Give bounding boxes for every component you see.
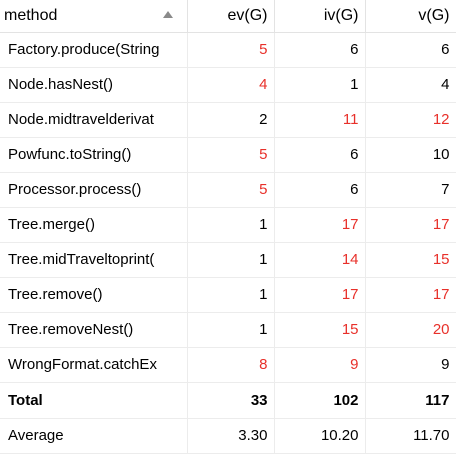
v-cell: 20 <box>365 312 456 348</box>
iv-cell: 6 <box>274 32 366 68</box>
method-cell: Node.midtravelderivat <box>0 102 188 138</box>
method-cell: Factory.produce(String <box>0 32 188 68</box>
ev-cell: 8 <box>187 347 275 383</box>
table-row[interactable]: Node.midtravelderivat 2 11 12 <box>0 102 456 138</box>
header-row: method ev(G) iv(G) v(G) <box>0 0 456 33</box>
ev-cell: 1 <box>187 207 275 243</box>
column-header-iv[interactable]: iv(G) <box>274 0 366 33</box>
iv-cell: 1 <box>274 67 366 103</box>
column-header-label: method <box>4 6 58 24</box>
column-header-label: ev(G) <box>227 6 268 24</box>
average-iv-cell: 10.20 <box>274 418 366 454</box>
ev-cell: 5 <box>187 172 275 208</box>
column-header-v[interactable]: v(G) <box>365 0 456 33</box>
total-v-cell: 117 <box>365 382 456 419</box>
iv-cell: 17 <box>274 207 366 243</box>
iv-cell: 9 <box>274 347 366 383</box>
v-cell: 6 <box>365 32 456 68</box>
table-row[interactable]: Tree.remove() 1 17 17 <box>0 277 456 313</box>
v-cell: 9 <box>365 347 456 383</box>
method-cell: Processor.process() <box>0 172 188 208</box>
method-cell: Tree.midTraveltoprint( <box>0 242 188 278</box>
sort-ascending-icon <box>162 11 173 18</box>
v-cell: 17 <box>365 277 456 313</box>
ev-cell: 2 <box>187 102 275 138</box>
ev-cell: 5 <box>187 137 275 173</box>
column-header-label: iv(G) <box>323 6 359 24</box>
table-row[interactable]: Tree.midTraveltoprint(1 14 15 <box>0 242 456 278</box>
average-ev-cell: 3.30 <box>187 418 275 454</box>
v-cell: 17 <box>365 207 456 243</box>
table-row[interactable]: Tree.merge() 1 17 17 <box>0 207 456 243</box>
average-label: Average <box>0 418 188 454</box>
v-cell: 12 <box>365 102 456 138</box>
iv-cell: 6 <box>274 137 366 173</box>
method-cell: Powfunc.toString() <box>0 137 188 173</box>
table-header: method ev(G) iv(G) v(G) <box>0 0 456 33</box>
iv-cell: 17 <box>274 277 366 313</box>
v-cell: 4 <box>365 67 456 103</box>
method-cell: WrongFormat.catchEx <box>0 347 188 383</box>
table-row[interactable]: Node.hasNest() 4 1 4 <box>0 67 456 103</box>
v-cell: 7 <box>365 172 456 208</box>
iv-cell: 11 <box>274 102 366 138</box>
average-v-cell: 11.70 <box>365 418 456 454</box>
iv-cell: 15 <box>274 312 366 348</box>
ev-cell: 1 <box>187 242 275 278</box>
method-cell: Tree.remove() <box>0 277 188 313</box>
method-cell: Tree.merge() <box>0 207 188 243</box>
ev-cell: 4 <box>187 67 275 103</box>
table-row[interactable]: Factory.produce(String 5 6 6 <box>0 32 456 68</box>
table-row[interactable]: Tree.removeNest() 1 15 20 <box>0 312 456 348</box>
iv-cell: 14 <box>274 242 366 278</box>
v-cell: 10 <box>365 137 456 173</box>
column-header-label: v(G) <box>418 6 450 24</box>
ev-cell: 5 <box>187 32 275 68</box>
table-row[interactable]: Processor.process() 5 6 7 <box>0 172 456 208</box>
column-header-method[interactable]: method <box>0 0 188 33</box>
table-row[interactable]: Powfunc.toString() 5 6 10 <box>0 137 456 173</box>
total-label: Total <box>0 382 188 419</box>
average-row[interactable]: Average 3.30 10.20 11.70 <box>0 418 456 454</box>
table-body: Factory.produce(String 5 6 6 Node.hasNest() 4… <box>0 32 456 454</box>
total-ev-cell: 33 <box>187 382 275 419</box>
iv-cell: 6 <box>274 172 366 208</box>
method-cell: Tree.removeNest() <box>0 312 188 348</box>
ev-cell: 1 <box>187 312 275 348</box>
ev-cell: 1 <box>187 277 275 313</box>
method-cell: Node.hasNest() <box>0 67 188 103</box>
column-header-ev[interactable]: ev(G) <box>187 0 275 33</box>
v-cell: 15 <box>365 242 456 278</box>
total-row[interactable]: Total 33 102 117 <box>0 382 456 419</box>
table-row[interactable]: WrongFormat.catchEx 8 9 9 <box>0 347 456 383</box>
total-iv-cell: 102 <box>274 382 366 419</box>
